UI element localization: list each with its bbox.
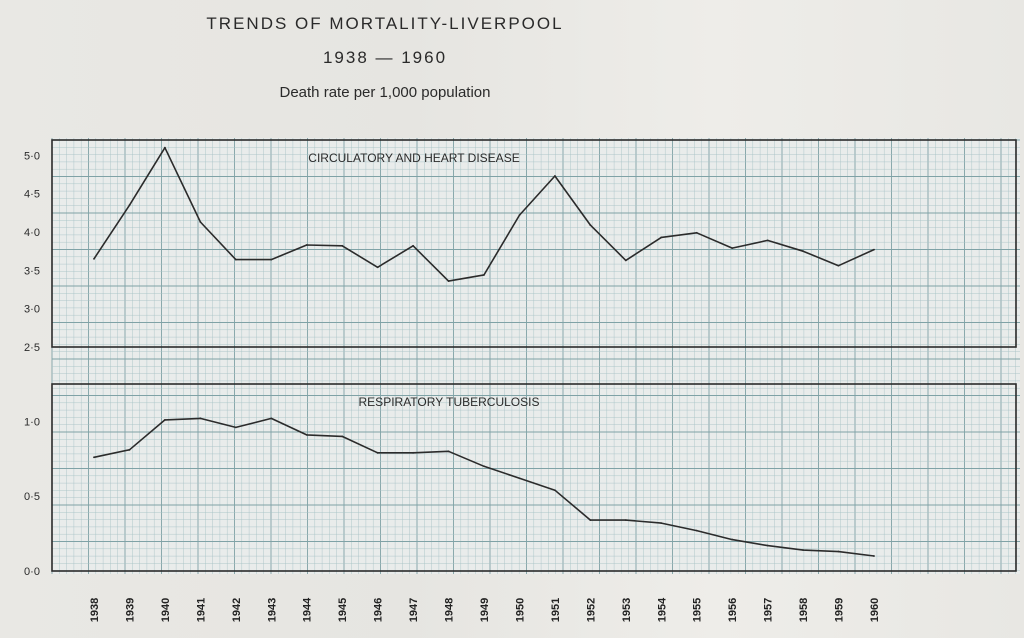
data-point bbox=[93, 456, 95, 459]
data-point bbox=[589, 224, 592, 227]
data-point bbox=[199, 417, 202, 420]
y-tick-label: 4·5 bbox=[24, 189, 40, 201]
x-tick-label: 1951 bbox=[550, 598, 562, 622]
x-tick-label: 1944 bbox=[302, 597, 314, 622]
data-point bbox=[412, 244, 414, 247]
y-tick-label: 4·0 bbox=[24, 227, 40, 239]
data-point bbox=[93, 257, 95, 260]
x-tick-label: 1942 bbox=[231, 598, 243, 622]
y-tick-label: 3·0 bbox=[24, 304, 40, 316]
data-point bbox=[837, 264, 840, 267]
data-point bbox=[234, 426, 237, 429]
x-tick-label: 1949 bbox=[479, 598, 491, 622]
data-point bbox=[447, 280, 450, 282]
x-tick-label: 1945 bbox=[337, 598, 349, 622]
data-point bbox=[128, 448, 131, 451]
data-point bbox=[483, 465, 485, 468]
data-point bbox=[802, 250, 804, 253]
data-point bbox=[624, 259, 627, 262]
data-point bbox=[518, 477, 521, 480]
y-tick-label: 0·0 bbox=[24, 566, 40, 578]
x-tick-label: 1948 bbox=[444, 598, 456, 622]
data-point bbox=[624, 519, 627, 522]
data-point bbox=[660, 236, 663, 239]
x-tick-label: 1954 bbox=[656, 597, 668, 622]
data-point bbox=[341, 244, 344, 247]
data-point bbox=[447, 450, 450, 453]
x-tick-label: 1941 bbox=[195, 598, 207, 622]
x-tick-label: 1950 bbox=[514, 598, 526, 622]
data-point bbox=[802, 549, 804, 551]
x-tick-label: 1943 bbox=[266, 598, 278, 622]
data-point bbox=[589, 519, 592, 522]
x-tick-label: 1959 bbox=[834, 598, 846, 622]
data-point bbox=[164, 419, 166, 421]
grid-lines bbox=[51, 138, 1020, 574]
x-tick-label: 1946 bbox=[373, 598, 385, 622]
y-tick-label: 1·0 bbox=[24, 416, 40, 428]
data-point bbox=[731, 247, 734, 250]
panel-frame bbox=[51, 383, 1017, 572]
data-point bbox=[341, 435, 344, 438]
units-label: Death rate per 1,000 population bbox=[279, 84, 491, 101]
panel-frame bbox=[51, 139, 1017, 348]
data-point bbox=[270, 417, 273, 420]
data-point bbox=[873, 248, 875, 251]
x-tick-label: 1938 bbox=[89, 598, 101, 622]
data-point bbox=[199, 221, 202, 223]
x-tick-label: 1956 bbox=[727, 598, 739, 622]
data-point bbox=[305, 433, 308, 436]
data-point bbox=[695, 529, 698, 532]
data-point bbox=[554, 489, 556, 492]
data-point bbox=[873, 555, 875, 557]
y-tick-label: 3·5 bbox=[24, 265, 40, 277]
data-point bbox=[270, 258, 273, 261]
data-point bbox=[766, 544, 769, 547]
x-tick-label: 1960 bbox=[869, 598, 881, 622]
chart-title: TRENDS OF MORTALITY-LIVERPOOL bbox=[206, 14, 564, 33]
data-point bbox=[412, 451, 414, 454]
chart-subtitle: 1938 — 1960 bbox=[322, 48, 448, 67]
x-tick-label: 1958 bbox=[798, 598, 810, 622]
y-tick-label: 0·5 bbox=[24, 491, 40, 503]
data-point bbox=[695, 231, 698, 234]
x-tick-label: 1939 bbox=[124, 598, 136, 622]
x-tick-label: 1947 bbox=[408, 598, 420, 622]
panel-title: CIRCULATORY AND HEART DISEASE bbox=[308, 151, 519, 165]
y-tick-label: 2·5 bbox=[24, 342, 40, 354]
panel-title: RESPIRATORY TUBERCULOSIS bbox=[359, 395, 540, 409]
x-tick-label: 1953 bbox=[621, 598, 633, 622]
data-point bbox=[554, 175, 556, 177]
data-point bbox=[234, 258, 237, 261]
data-point bbox=[766, 239, 769, 242]
data-point bbox=[837, 550, 840, 553]
x-tick-label: 1952 bbox=[585, 598, 597, 622]
data-point bbox=[305, 244, 308, 246]
x-tick-label: 1955 bbox=[692, 598, 704, 622]
graph-paper bbox=[52, 138, 1020, 574]
data-point bbox=[376, 266, 379, 269]
data-point bbox=[128, 204, 131, 207]
data-point bbox=[660, 522, 663, 525]
data-point bbox=[376, 451, 379, 454]
y-tick-label: 5·0 bbox=[24, 150, 40, 162]
data-point bbox=[518, 214, 521, 217]
data-point bbox=[164, 146, 166, 149]
x-tick-label: 1940 bbox=[160, 598, 172, 622]
data-point bbox=[483, 274, 485, 276]
x-tick-label: 1957 bbox=[763, 598, 775, 622]
data-point bbox=[731, 538, 734, 541]
